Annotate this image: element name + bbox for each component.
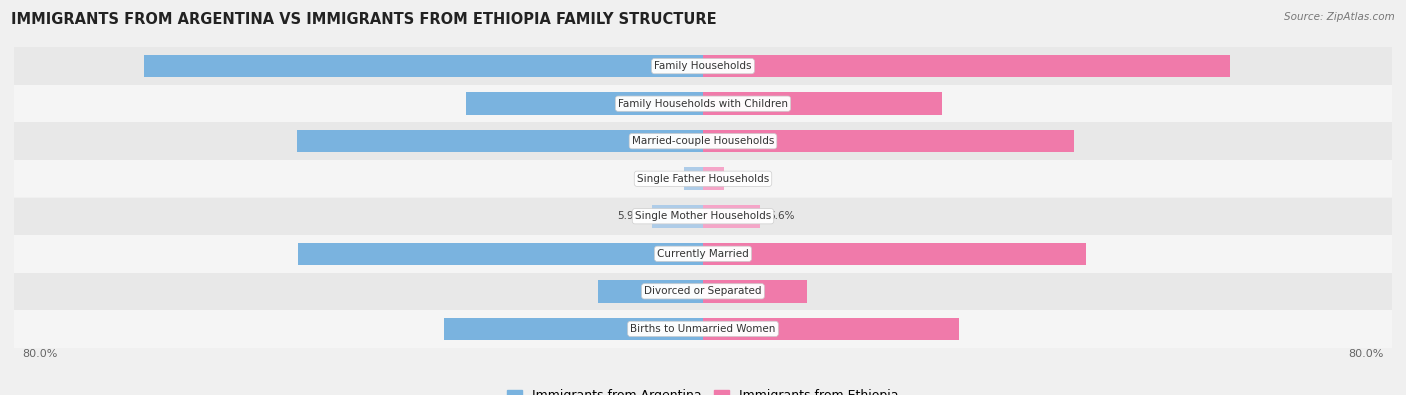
- Bar: [444, 318, 703, 340]
- Bar: [703, 280, 807, 303]
- Bar: [14, 122, 1392, 160]
- Bar: [298, 243, 703, 265]
- Bar: [14, 198, 1392, 235]
- Bar: [598, 280, 703, 303]
- Bar: [703, 92, 942, 115]
- Legend: Immigrants from Argentina, Immigrants from Ethiopia: Immigrants from Argentina, Immigrants fr…: [502, 384, 904, 395]
- Text: Currently Married: Currently Married: [657, 249, 749, 259]
- Bar: [703, 318, 959, 340]
- Text: 44.5%: 44.5%: [716, 249, 749, 259]
- Bar: [14, 273, 1392, 310]
- Bar: [703, 130, 1074, 152]
- Text: 27.5%: 27.5%: [657, 99, 690, 109]
- Text: 43.1%: 43.1%: [716, 136, 749, 146]
- Text: Births to Unmarried Women: Births to Unmarried Women: [630, 324, 776, 334]
- Text: 80.0%: 80.0%: [1348, 350, 1384, 359]
- Text: 47.0%: 47.0%: [657, 249, 690, 259]
- Bar: [703, 243, 1087, 265]
- Text: 12.1%: 12.1%: [716, 286, 749, 296]
- Text: 30.1%: 30.1%: [657, 324, 690, 334]
- Text: IMMIGRANTS FROM ARGENTINA VS IMMIGRANTS FROM ETHIOPIA FAMILY STRUCTURE: IMMIGRANTS FROM ARGENTINA VS IMMIGRANTS …: [11, 12, 717, 27]
- Text: Family Households: Family Households: [654, 61, 752, 71]
- Text: Family Households with Children: Family Households with Children: [619, 99, 787, 109]
- Text: 2.2%: 2.2%: [650, 174, 675, 184]
- Text: Divorced or Separated: Divorced or Separated: [644, 286, 762, 296]
- Bar: [14, 47, 1392, 85]
- Bar: [297, 130, 703, 152]
- Text: 64.9%: 64.9%: [657, 61, 690, 71]
- Bar: [703, 55, 1230, 77]
- Bar: [14, 160, 1392, 198]
- Bar: [14, 235, 1392, 273]
- Bar: [703, 167, 724, 190]
- Bar: [14, 310, 1392, 348]
- Bar: [703, 205, 759, 228]
- Bar: [685, 167, 703, 190]
- Bar: [143, 55, 703, 77]
- Text: 80.0%: 80.0%: [22, 350, 58, 359]
- Text: Single Father Households: Single Father Households: [637, 174, 769, 184]
- Bar: [652, 205, 703, 228]
- Text: 12.2%: 12.2%: [657, 286, 690, 296]
- Text: 27.8%: 27.8%: [716, 99, 749, 109]
- Bar: [14, 85, 1392, 122]
- Text: 2.4%: 2.4%: [733, 174, 759, 184]
- Text: 6.6%: 6.6%: [769, 211, 794, 221]
- Text: Married-couple Households: Married-couple Households: [631, 136, 775, 146]
- Text: 29.7%: 29.7%: [716, 324, 749, 334]
- Text: 5.9%: 5.9%: [617, 211, 644, 221]
- Text: Single Mother Households: Single Mother Households: [636, 211, 770, 221]
- Bar: [467, 92, 703, 115]
- Text: Source: ZipAtlas.com: Source: ZipAtlas.com: [1284, 12, 1395, 22]
- Text: 47.2%: 47.2%: [657, 136, 690, 146]
- Text: 61.2%: 61.2%: [716, 61, 749, 71]
